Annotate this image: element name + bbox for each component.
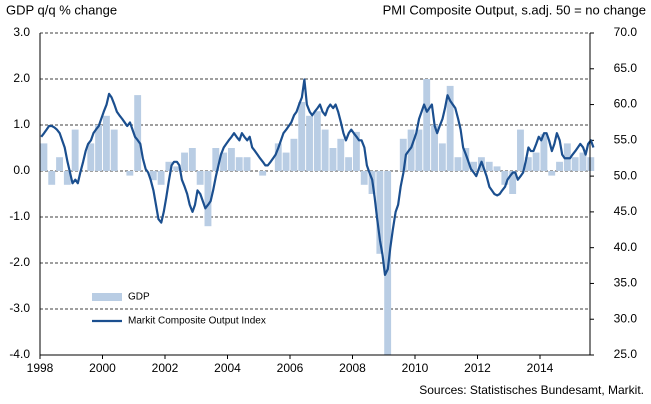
gdp-bar — [446, 85, 454, 171]
y2-tick-label: 30.0 — [614, 311, 638, 325]
gdp-bar — [548, 171, 556, 176]
right-axis-title: PMI Composite Output, s.adj. 50 = no cha… — [383, 2, 646, 17]
gdp-bar — [259, 171, 267, 176]
y-tick-label: 0.0 — [13, 163, 30, 177]
gdp-bar — [243, 157, 251, 171]
gdp-bar — [509, 171, 517, 194]
gdp-bar — [540, 134, 548, 171]
source-note: Sources: Statistisches Bundesamt, Markit… — [419, 383, 644, 397]
gdp-bar — [462, 148, 470, 171]
gdp-bar — [587, 157, 595, 171]
gdp-bar — [48, 171, 56, 185]
gdp-bar — [298, 102, 306, 171]
y-tick-label: -1.0 — [9, 209, 30, 223]
x-tick-label: 2012 — [464, 361, 491, 375]
gdp-bar — [407, 129, 415, 171]
gdp-bar — [274, 143, 282, 171]
gdp-bar — [204, 171, 212, 227]
x-tick-label: 2010 — [402, 361, 429, 375]
y2-tick-label: 50.0 — [614, 168, 638, 182]
gdp-bar — [235, 157, 243, 171]
gdp-bar — [376, 171, 384, 254]
y-tick-label: 2.0 — [13, 71, 30, 85]
y2-tick-label: 40.0 — [614, 240, 638, 254]
gdp-bar — [517, 129, 524, 171]
x-tick-label: 2008 — [339, 361, 366, 375]
pmi-line — [40, 78, 595, 276]
gdp-bar — [438, 143, 446, 171]
gdp-bar — [63, 171, 71, 185]
gdp-bar — [556, 161, 563, 171]
gdp-bar — [345, 157, 353, 171]
gdp-bar — [321, 129, 329, 171]
gdp-bar — [313, 111, 321, 171]
y-tick-label: 1.0 — [13, 117, 30, 131]
x-tick-label: 2014 — [527, 361, 554, 375]
y2-tick-label: 60.0 — [614, 97, 638, 111]
legend-label: GDP — [128, 292, 150, 303]
gdp-bar — [290, 138, 298, 171]
gdp-bar — [102, 115, 110, 171]
gdp-bar — [157, 171, 165, 185]
gdp-bar — [470, 161, 478, 171]
gdp-bar — [40, 143, 48, 171]
gdp-bar — [493, 166, 501, 171]
x-tick-label: 2006 — [277, 361, 304, 375]
gdp-bar — [95, 125, 103, 171]
y2-tick-label: 25.0 — [614, 347, 638, 361]
gdp-bar — [71, 129, 79, 171]
gdp-bar — [196, 171, 204, 185]
gdp-bar — [126, 171, 134, 176]
gdp-bar — [337, 138, 345, 171]
y-tick-label: -3.0 — [9, 301, 30, 315]
gdp-bar — [188, 148, 196, 171]
gdp-bar — [282, 152, 290, 171]
gdp-bar — [227, 148, 235, 171]
gdp-bar — [329, 148, 337, 171]
gdp-bar — [415, 129, 423, 171]
gdp-bar — [579, 152, 587, 171]
gdp-bar — [87, 143, 95, 171]
gdp-bar — [56, 157, 63, 171]
left-axis-title: GDP q/q % change — [6, 2, 117, 17]
gdp-bar — [360, 171, 368, 185]
legend-label: Markit Composite Output Index — [128, 316, 266, 327]
x-tick-label: 2000 — [89, 361, 116, 375]
gdp-bar — [485, 161, 493, 171]
gdp-bar — [220, 152, 228, 171]
gdp-bar — [423, 79, 431, 171]
gdp-bar — [149, 171, 157, 181]
x-tick-label: 1998 — [27, 361, 54, 375]
gdp-bar — [165, 161, 173, 171]
x-tick-label: 2004 — [214, 361, 241, 375]
gdp-bar — [571, 157, 579, 171]
y2-tick-label: 55.0 — [614, 133, 638, 147]
gdp-bar — [181, 152, 188, 171]
y2-tick-label: 65.0 — [614, 61, 638, 75]
gdp-bar — [431, 125, 438, 171]
gdp-bar — [532, 152, 540, 171]
gdp-bar — [134, 95, 142, 171]
gdp-bar — [306, 115, 313, 171]
x-tick-label: 2002 — [152, 361, 179, 375]
gdp-bar — [173, 166, 181, 171]
y2-tick-label: 35.0 — [614, 276, 638, 290]
y-tick-label: -2.0 — [9, 255, 30, 269]
y-tick-label: 3.0 — [13, 25, 30, 39]
gdp-bar — [524, 157, 532, 171]
gdp-bar — [110, 129, 118, 171]
gdp-bar — [454, 157, 462, 171]
legend-swatch — [92, 293, 122, 301]
gdp-bar — [399, 138, 407, 171]
y2-tick-label: 70.0 — [614, 25, 638, 39]
y-tick-label: -4.0 — [9, 347, 30, 361]
gdp-bar — [352, 131, 360, 171]
gdp-bar — [501, 171, 509, 185]
y2-tick-label: 45.0 — [614, 204, 638, 218]
gdp-bar — [212, 148, 220, 171]
